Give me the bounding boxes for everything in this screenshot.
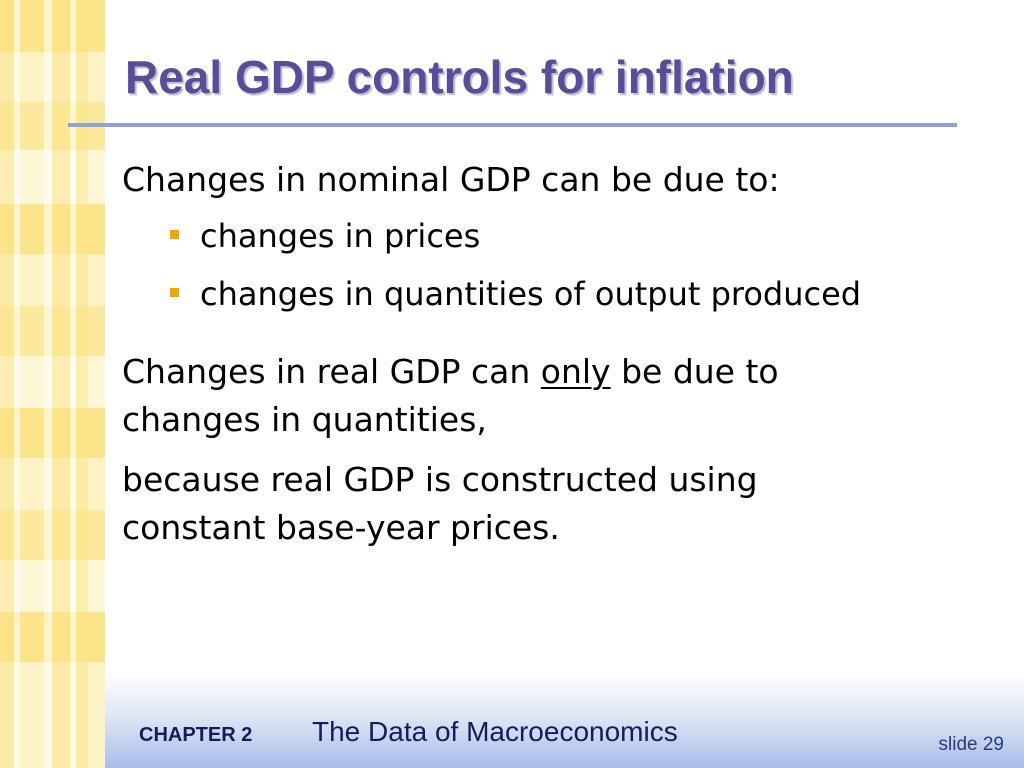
footer-band — [105, 672, 1024, 768]
square-bullet-icon — [170, 288, 179, 297]
bullet-list: changes in prices changes in quantities … — [122, 212, 882, 318]
emphasis-only: only — [540, 352, 611, 391]
chapter-label: CHAPTER 2 — [139, 724, 253, 746]
bullet-item: changes in prices — [122, 212, 882, 260]
real-gdp-text-end: be due to changes in quantities, — [122, 352, 779, 439]
decorative-left-strip — [0, 0, 105, 768]
slide-number: slide 29 — [938, 734, 1005, 755]
explanation-paragraph: because real GDP is constructed using co… — [122, 460, 758, 547]
strip-column — [76, 0, 88, 768]
slide-title: Real GDP controls for inflation — [125, 51, 794, 103]
slide-body: Changes in nominal GDP can be due to: ch… — [122, 156, 882, 552]
real-gdp-text-start: Changes in real GDP can — [122, 352, 541, 391]
real-gdp-paragraph: Changes in real GDP can only be due to c… — [122, 348, 882, 444]
intro-paragraph: Changes in nominal GDP can be due to: — [122, 160, 780, 199]
square-bullet-icon — [170, 230, 179, 239]
chapter-title: The Data of Macroeconomics — [312, 716, 678, 747]
bullet-text: changes in prices — [200, 217, 481, 255]
bullet-text: changes in quantities of output produced — [200, 275, 862, 313]
bullet-item: changes in quantities of output produced — [122, 270, 882, 318]
strip-column — [52, 0, 70, 768]
title-underline-rule — [68, 123, 957, 127]
strip-column — [0, 0, 14, 768]
